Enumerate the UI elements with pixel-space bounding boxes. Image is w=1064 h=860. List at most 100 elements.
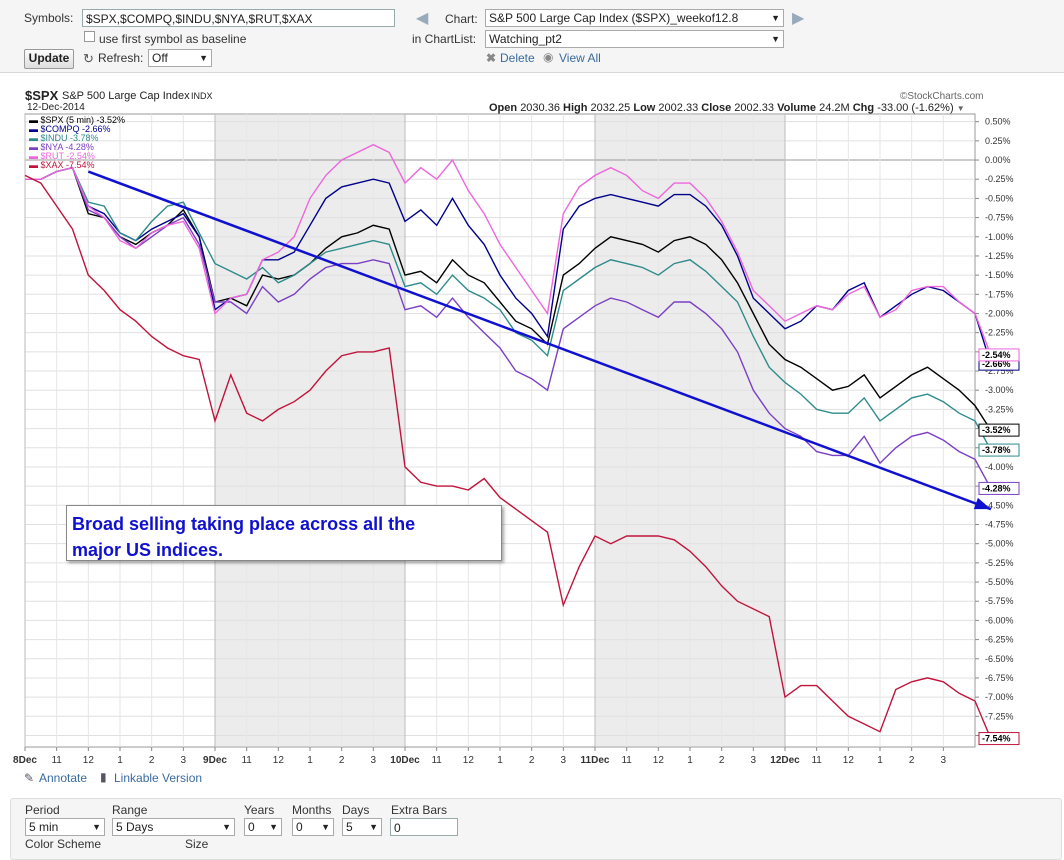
y-tick-label: 0.00% [985, 155, 1011, 165]
refresh-icon: ↻ [83, 51, 94, 66]
annotate-link[interactable]: Annotate [39, 771, 88, 785]
x-tick-label: 1 [307, 755, 313, 766]
period-label: Period [25, 803, 60, 817]
x-tick-label: 2 [719, 755, 725, 766]
y-tick-label: 0.25% [985, 136, 1011, 146]
baseline-label: use first symbol as baseline [99, 32, 247, 46]
y-tick-label: -2.25% [985, 328, 1014, 338]
baseline-checkbox[interactable] [84, 31, 95, 42]
y-tick-label: -2.00% [985, 308, 1014, 318]
x-tick-label: 12 [83, 755, 95, 766]
legend-compq-text: $COMPQ -2.66% [40, 124, 111, 134]
chevron-down-icon: ▼ [321, 822, 330, 832]
months-select[interactable]: 0 ▼ [292, 818, 334, 836]
series-line-rut [25, 143, 992, 356]
legend-marker: ▬ [29, 115, 38, 125]
end-label: -2.54% [982, 350, 1011, 360]
years-select-value: 0 [248, 820, 255, 834]
chart-label: Chart: [445, 12, 478, 26]
symbols-toolbar: Symbols: $SPX,$COMPQ,$INDU,$NYA,$RUT,$XA… [0, 0, 1064, 73]
range-select-value: 5 Days [116, 820, 154, 834]
x-tick-label: 3 [941, 755, 947, 766]
extra-bars-input[interactable]: 0 [390, 818, 458, 836]
size-label: Size [185, 837, 209, 851]
end-label-box [978, 481, 1020, 495]
end-label: -2.66% [982, 359, 1011, 369]
y-tick-label: -4.00% [985, 462, 1014, 472]
x-tick-label: 10Dec [390, 755, 420, 766]
ohlc-summary: Open 2030.36 High 2032.25 Low 2002.33 Cl… [489, 102, 965, 114]
days-select-value: 5 [346, 820, 353, 834]
chart-date: 12-Dec-2014 [27, 102, 85, 113]
legend-spx: ▬ $SPX (5 min) -3.52% [29, 116, 125, 125]
annotation-line-2: major US indices. [72, 540, 224, 560]
x-tick-label: 1 [497, 755, 503, 766]
annotation-line-1: Broad selling taking place across all th… [72, 514, 416, 534]
x-tick-label: 8Dec [13, 755, 37, 766]
y-tick-label: -0.25% [985, 174, 1014, 184]
days-select[interactable]: 5 ▼ [342, 818, 382, 836]
refresh-label: Refresh: [98, 51, 144, 65]
close-value: 2002.33 [734, 102, 775, 114]
chevron-down-icon: ▼ [771, 13, 780, 23]
color-scheme-label: Color Scheme [25, 837, 102, 851]
y-tick-label: 0.50% [985, 117, 1011, 127]
series-line-xax [24, 174, 992, 739]
legend-compq: ▬ $COMPQ -2.66% [29, 125, 125, 134]
open-label: Open [489, 102, 518, 114]
annotation-box[interactable]: Broad selling taking place across all th… [66, 505, 502, 561]
period-select[interactable]: 5 min ▼ [25, 818, 105, 836]
next-chart-icon[interactable]: ▶ [792, 10, 805, 27]
x-tick-label: 1 [117, 755, 123, 766]
x-tick-label: 11 [811, 755, 822, 766]
months-select-value: 0 [296, 820, 303, 834]
y-tick-label: -0.75% [985, 213, 1014, 223]
y-tick-label: -1.00% [985, 232, 1014, 242]
performance-chart: 0.50% 0.25% 0.00% -0.25% -0.50% -0.75% -1.00% -… [13, 113, 1020, 766]
chart-select[interactable]: S&P 500 Large Cap Index ($SPX)_weekof12.… [485, 9, 784, 27]
y-tick-label: -5.25% [985, 558, 1014, 568]
months-label: Months [292, 803, 332, 817]
y-tick-label: -3.25% [985, 404, 1014, 414]
linkable-version-link[interactable]: Linkable Version [114, 771, 203, 785]
series-line-nya [25, 166, 992, 489]
y-tick-label: -4.75% [985, 519, 1014, 529]
y-tick-label: -2.75% [985, 366, 1014, 376]
trend-arrow-line [87, 170, 992, 511]
chartlist-select-value: Watching_pt2 [489, 32, 562, 46]
prev-chart-icon[interactable]: ◀ [416, 10, 429, 27]
symbols-input[interactable]: $SPX,$COMPQ,$INDU,$NYA,$RUT,$XAX [82, 9, 395, 27]
chartlist-select[interactable]: Watching_pt2 ▼ [485, 30, 784, 48]
y-tick-label: -7.00% [985, 692, 1014, 702]
years-select[interactable]: 0 ▼ [244, 818, 282, 836]
end-label-box [978, 423, 1020, 437]
legend-marker: ▬ [29, 142, 38, 152]
x-tick-label: 9Dec [203, 755, 227, 766]
years-label: Years [244, 803, 275, 817]
low-label: Low [633, 102, 656, 114]
range-label: Range [112, 803, 148, 817]
end-label-box [978, 443, 1020, 457]
refresh-select[interactable]: Off ▼ [148, 49, 212, 67]
open-value: 2030.36 [520, 102, 560, 114]
legend-marker: ▬ [29, 151, 38, 161]
eye-icon: ◉ [543, 50, 554, 64]
chartlist-label: in ChartList: [412, 32, 477, 46]
chart-settings-panel: Period 5 min ▼ Range 5 Days ▼ Years 0 ▼ Mon… [10, 798, 1062, 860]
x-tick-label: 2 [149, 755, 155, 766]
chart-area: $SPX S&P 500 Large Cap Index INDX 12-Dec… [0, 86, 1064, 770]
high-label: High [563, 102, 588, 114]
update-button[interactable]: Update [24, 49, 74, 69]
chg-menu-icon[interactable]: ▼ [956, 104, 965, 113]
delete-link[interactable]: Delete [500, 51, 535, 65]
view-all-link[interactable]: View All [559, 51, 601, 65]
range-select[interactable]: 5 Days ▼ [112, 818, 235, 836]
trend-arrow-head [973, 497, 991, 510]
y-tick-label: -6.25% [985, 635, 1014, 645]
chg-label: Chg [852, 102, 875, 114]
legend-rut-text: $RUT -2.54% [40, 151, 95, 161]
chart-legend: ▬ $SPX (5 min) -3.52% ▬ $COMPQ -2.66% ▬ … [29, 116, 125, 170]
x-tick-label: 12 [843, 755, 855, 766]
x-tick-label: 12 [653, 755, 665, 766]
y-tick-label: -1.75% [985, 289, 1014, 299]
